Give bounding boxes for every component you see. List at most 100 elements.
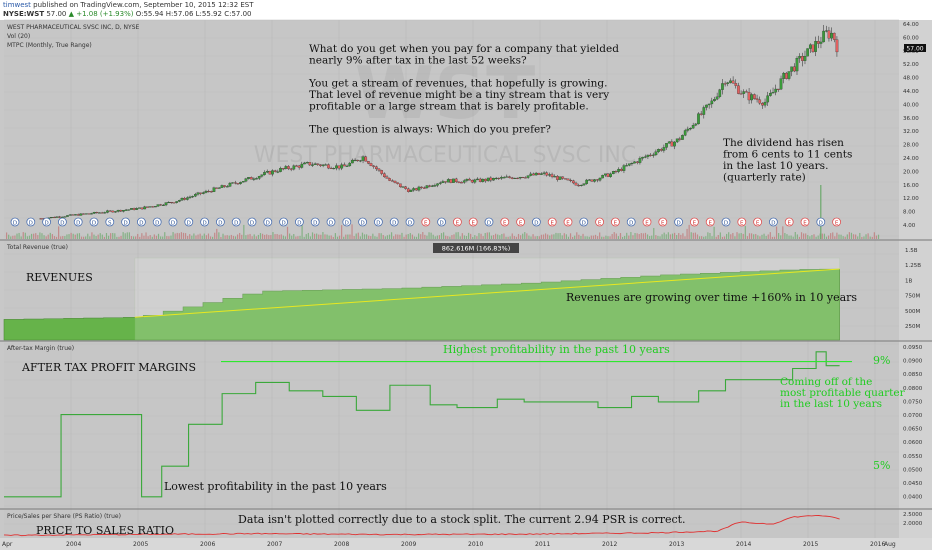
- candle-body: [388, 178, 391, 181]
- ps-ratio-line[interactable]: [3, 515, 840, 537]
- volume-bar: [101, 234, 103, 239]
- volume-bar: [91, 232, 93, 239]
- volume-bar: [688, 224, 690, 239]
- revenue-area[interactable]: [3, 257, 840, 341]
- price-pane[interactable]: [4, 20, 899, 239]
- volume-bar: [178, 233, 180, 239]
- candle-body: [726, 82, 730, 84]
- volume-bar: [395, 234, 397, 239]
- dividend-marker: [721, 217, 731, 227]
- event-marker-label: D: [250, 221, 254, 227]
- volume-bar: [343, 236, 345, 239]
- volume-bar: [728, 232, 730, 239]
- revenue-legend: Total Revenue (true): [6, 244, 68, 251]
- candle-body: [359, 160, 362, 162]
- candle-body: [231, 182, 234, 184]
- dividend-marker: [405, 217, 415, 227]
- candle-body: [553, 176, 557, 178]
- volume-bar: [278, 234, 280, 239]
- candle-body: [582, 183, 586, 186]
- candle-body: [508, 176, 511, 178]
- candle-body: [673, 141, 676, 147]
- candle-body: [215, 187, 218, 189]
- volume-bar: [680, 234, 682, 239]
- price-legend-title: WEST PHARMACEUTICAL SVSC INC, D, NYSE: [7, 24, 140, 31]
- candle-body: [396, 182, 399, 184]
- volume-bar: [449, 236, 451, 239]
- candle-body: [332, 168, 336, 170]
- note-line: The question is always: Which do you pre…: [309, 124, 551, 136]
- candle-body: [55, 216, 59, 218]
- candle-body: [782, 72, 786, 79]
- candle-body: [175, 201, 179, 203]
- volume-bar: [778, 233, 780, 239]
- volume-bar: [803, 233, 805, 239]
- publisher-name[interactable]: timwest: [3, 1, 31, 9]
- candle-body: [800, 56, 804, 61]
- candle-body: [204, 190, 208, 193]
- volume-bar: [10, 236, 12, 239]
- dividend-marker: [816, 217, 826, 227]
- candle-body: [391, 180, 394, 182]
- earnings-marker: [547, 217, 557, 227]
- candle-body: [106, 210, 109, 213]
- volume-bar: [51, 234, 53, 239]
- volume-bar: [330, 235, 332, 239]
- candle-body: [649, 154, 652, 156]
- candle-body: [146, 206, 149, 208]
- candle-body: [343, 164, 346, 167]
- candle-body: [172, 202, 176, 204]
- candle-body: [308, 162, 312, 166]
- volume-bar: [174, 233, 176, 239]
- candle-body: [835, 39, 839, 53]
- candle-body: [428, 185, 431, 187]
- candle-body: [731, 80, 735, 84]
- candle-body: [460, 182, 463, 184]
- volume-bar: [166, 236, 168, 239]
- volume-bar: [37, 235, 39, 239]
- dividend-marker: [121, 217, 130, 227]
- volume-bar: [45, 236, 47, 239]
- candle-body: [798, 56, 801, 59]
- time-tick: 2011: [535, 541, 550, 548]
- candle-body: [404, 186, 407, 189]
- volume-bar: [380, 233, 382, 239]
- candle-body: [462, 180, 466, 183]
- time-tick: 2007: [267, 541, 282, 548]
- earnings-marker: [705, 217, 715, 227]
- volume-bar: [207, 233, 210, 239]
- volume-bar: [249, 233, 251, 239]
- price-candles[interactable]: [39, 24, 839, 220]
- candle-body: [313, 163, 317, 165]
- candle-body: [683, 130, 687, 136]
- margin-pane[interactable]: [4, 342, 899, 508]
- volume-bar: [351, 224, 353, 239]
- event-marker-label: E: [693, 221, 697, 227]
- candle-body: [526, 175, 530, 178]
- candle-body: [281, 168, 285, 170]
- split-marker: [105, 217, 115, 227]
- volume-bar: [247, 234, 249, 239]
- event-marker-label: D: [202, 221, 206, 227]
- volume-bar: [619, 233, 622, 239]
- volume-bar: [515, 236, 518, 239]
- volume-bar: [405, 234, 407, 239]
- volume-bar: [420, 234, 422, 239]
- volume-bar: [621, 236, 624, 239]
- revenue-title: REVENUES: [26, 271, 93, 284]
- margin-line[interactable]: [4, 351, 852, 498]
- volume-bar: [311, 232, 314, 239]
- volume-bar: [572, 236, 574, 239]
- volume-bar: [168, 236, 170, 239]
- volume-bar: [780, 235, 782, 239]
- price-tick: 8.00: [903, 210, 916, 216]
- event-marker-label: D: [92, 221, 96, 227]
- volume-bar: [187, 235, 189, 239]
- volume-bar: [399, 234, 401, 239]
- volume-bar: [663, 232, 665, 239]
- candle-body: [316, 163, 320, 165]
- ps-axis: 2.5000 2.0000: [903, 512, 923, 527]
- volume-bar: [840, 234, 842, 239]
